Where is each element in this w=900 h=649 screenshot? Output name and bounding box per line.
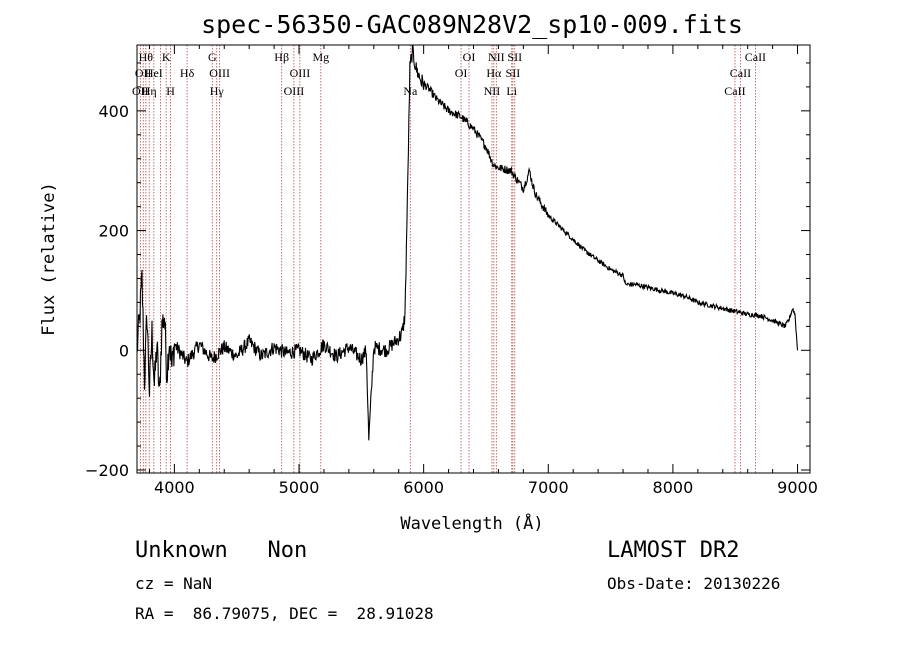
y-tick-label-3: 400 bbox=[98, 102, 129, 121]
y-tick-label-0: −200 bbox=[85, 461, 129, 480]
spectral-line-label-1: OII bbox=[135, 66, 152, 80]
spectrum-line bbox=[136, 44, 799, 441]
spectral-lines-layer bbox=[139, 45, 756, 473]
y-tick-label-1: 0 bbox=[119, 341, 129, 360]
spectral-line-label-19: NII bbox=[484, 84, 501, 98]
ra-dec: RA = 86.79075, DEC = 28.91028 bbox=[135, 604, 434, 623]
y-axis-label: Flux (relative) bbox=[39, 182, 59, 336]
spectral-line-labels-layer: OIIOIIHθHηHeIKHHδGHγOIIIHβOIIIOIIIMgNaOI… bbox=[132, 50, 766, 98]
spectral-line-label-10: Hγ bbox=[210, 84, 225, 98]
spectral-line-label-9: G bbox=[208, 50, 217, 64]
spectral-line-label-6: K bbox=[162, 50, 171, 64]
spectral-line-label-12: Hβ bbox=[274, 50, 289, 64]
x-tick-label-2: 6000 bbox=[403, 478, 444, 497]
object-class: Unknown Non bbox=[135, 538, 308, 563]
spectral-line-label-16: Na bbox=[403, 84, 418, 98]
spectral-line-label-20: Hα bbox=[486, 66, 502, 80]
spectral-line-label-2: Hθ bbox=[139, 50, 154, 64]
spectral-line-label-7: H bbox=[166, 84, 175, 98]
spectral-line-label-17: OI bbox=[455, 66, 468, 80]
x-axis-label: Wavelength (Å) bbox=[400, 512, 543, 534]
spectral-line-label-25: CaII bbox=[724, 84, 745, 98]
x-tick-label-0: 4000 bbox=[154, 478, 195, 497]
spectral-line-label-4: HeI bbox=[145, 66, 163, 80]
spectral-line-label-21: NII bbox=[488, 50, 505, 64]
x-tick-label-1: 5000 bbox=[279, 478, 320, 497]
spectral-line-label-3: Hη bbox=[142, 84, 157, 98]
spectral-line-label-24: SII bbox=[507, 50, 522, 64]
spectral-line-label-23: SII bbox=[506, 66, 521, 80]
spectral-line-label-0: OII bbox=[132, 84, 149, 98]
observation-date: Obs-Date: 20130226 bbox=[607, 574, 781, 593]
chart-title: spec-56350-GAC089N28V2_sp10-009.fits bbox=[201, 10, 743, 39]
survey-name: LAMOST DR2 bbox=[607, 538, 740, 563]
x-tick-label-4: 8000 bbox=[653, 478, 694, 497]
spectral-line-label-15: Mg bbox=[312, 50, 329, 64]
redshift-cz: cz = NaN bbox=[135, 574, 213, 593]
plot-frame bbox=[136, 44, 811, 474]
spectral-line-label-22: Li bbox=[506, 84, 517, 98]
spectral-line-label-14: OIII bbox=[290, 66, 311, 80]
spectral-line-label-8: Hδ bbox=[180, 66, 195, 80]
x-tick-label-3: 7000 bbox=[528, 478, 569, 497]
spectral-line-label-11: OIII bbox=[209, 66, 230, 80]
spectral-line-label-26: CaII bbox=[730, 66, 751, 80]
axis-tick-labels-layer: 4000 5000 6000 7000 8000 9000 −200 0 200 400 bbox=[85, 102, 818, 497]
spectral-line-label-27: CaII bbox=[745, 50, 766, 64]
axis-ticks-layer bbox=[137, 45, 810, 473]
x-tick-label-5: 9000 bbox=[777, 478, 818, 497]
spectral-line-label-13: OIII bbox=[284, 84, 305, 98]
spectral-line-label-18: OI bbox=[463, 50, 476, 64]
y-tick-label-2: 200 bbox=[98, 222, 129, 241]
